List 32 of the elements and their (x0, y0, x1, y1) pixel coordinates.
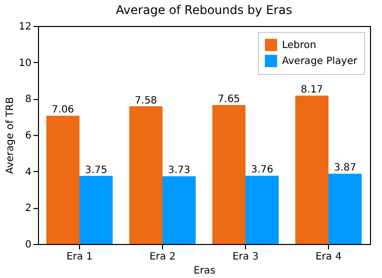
bar (80, 176, 113, 244)
y-tick-label: 8 (25, 94, 32, 106)
data-label: 3.87 (334, 162, 356, 174)
y-tick-label: 6 (25, 130, 32, 142)
data-label: 3.75 (84, 164, 108, 176)
legend-label: Average Player (282, 56, 358, 67)
chart-title: Average of Rebounds by Eras (116, 3, 292, 17)
legend-label: Lebron (282, 40, 316, 51)
y-tick-label: 2 (25, 203, 32, 214)
y-axis-title: Average of TRB (4, 96, 16, 174)
bar (162, 176, 196, 244)
y-tick-label: 0 (25, 240, 32, 250)
x-tick-label: Era 2 (149, 252, 176, 262)
bar (295, 96, 328, 244)
x-tick-label: Era 1 (66, 252, 93, 262)
bar (212, 105, 246, 244)
x-axis-title: Eras (194, 266, 216, 276)
data-label: 7.06 (52, 104, 74, 116)
bar (246, 176, 279, 244)
data-label: 8.17 (300, 84, 324, 96)
data-label: 7.58 (134, 95, 158, 106)
data-label: 3.73 (168, 165, 190, 176)
y-tick-label: 10 (18, 58, 32, 69)
y-tick-label: 12 (18, 22, 32, 32)
x-tick-label: Era 3 (232, 252, 259, 262)
x-tick-label: Era 4 (315, 252, 342, 262)
data-label: 7.65 (218, 94, 240, 106)
bar (328, 174, 362, 244)
y-tick-label: 4 (25, 166, 32, 178)
data-label: 3.76 (250, 164, 274, 176)
bar (46, 116, 80, 244)
bar (129, 106, 162, 244)
